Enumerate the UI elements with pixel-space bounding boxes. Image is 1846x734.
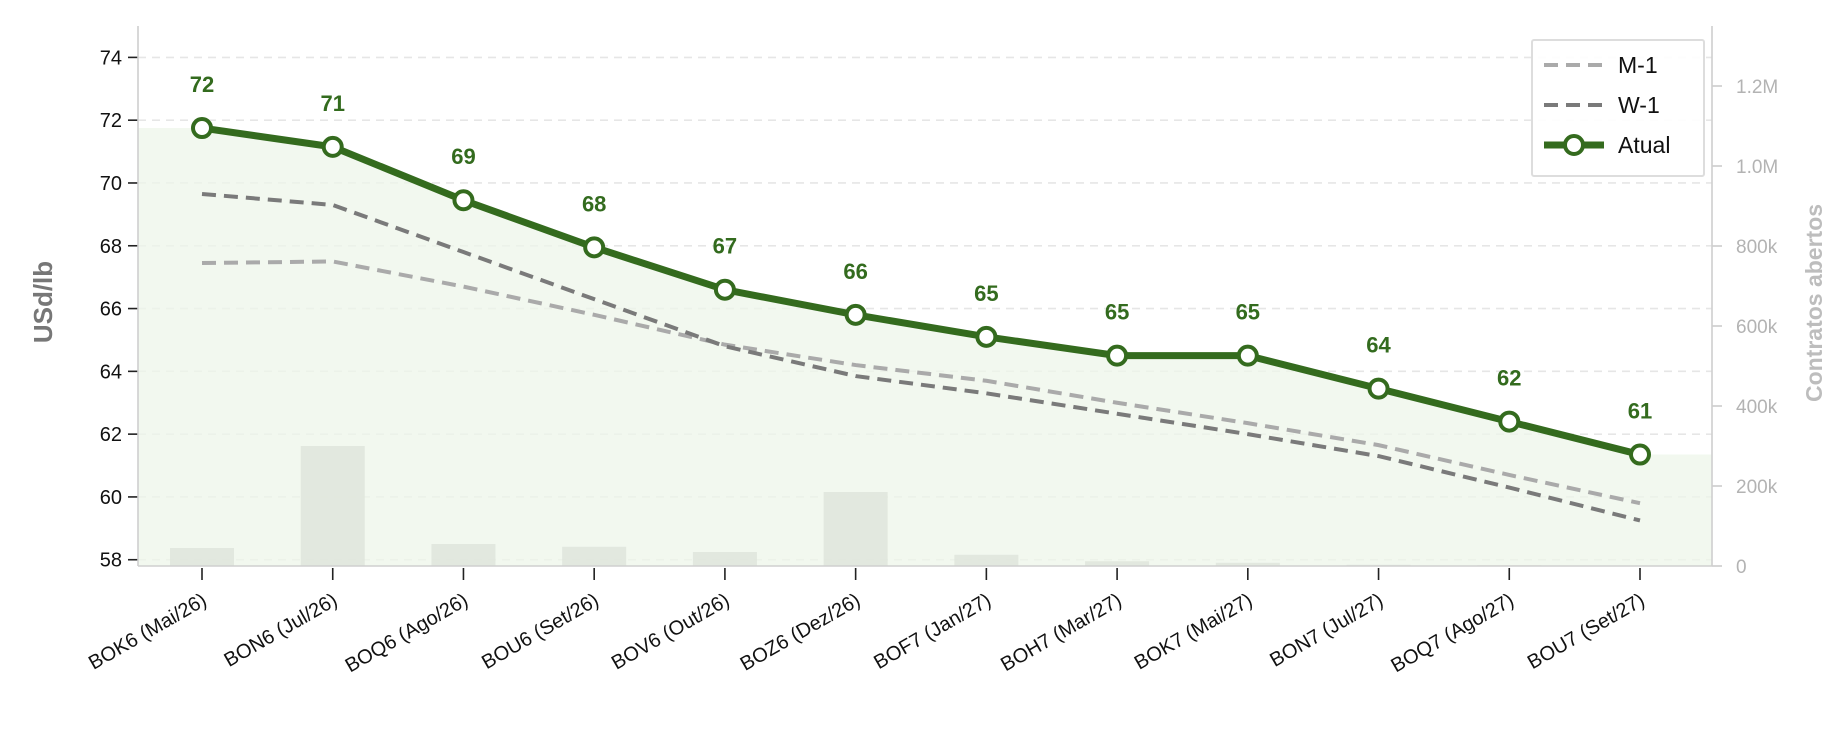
x-tick-label: BOU7 (Set/27) <box>1524 589 1649 674</box>
y-tick-label: 68 <box>100 236 122 258</box>
data-label: 67 <box>713 234 737 259</box>
legend-label-m-1: M-1 <box>1618 52 1658 78</box>
legend-label-w-1: W-1 <box>1618 92 1660 118</box>
axes <box>128 26 1722 580</box>
series-line-m-1 <box>201 259 1641 506</box>
data-label: 65 <box>974 281 998 306</box>
open-interest-bar <box>170 548 234 566</box>
y-axis-title: USd/lb <box>28 261 58 343</box>
y-tick-label: 64 <box>100 361 122 383</box>
series-point-atual <box>1106 344 1129 367</box>
open-interest-bar <box>1085 561 1150 566</box>
y2-tick-label: 400k <box>1736 397 1778 418</box>
x-tick-label: BOQ6 (Ago/26) <box>342 589 472 677</box>
x-tick-label: BOQ7 (Ago/27) <box>1387 589 1517 677</box>
open-interest-bar <box>431 544 496 566</box>
open-interest-bar <box>692 552 757 566</box>
y-tick-label: 60 <box>100 487 122 509</box>
x-tick-label: BOH7 (Mar/27) <box>997 589 1125 676</box>
series-point-atual <box>191 117 213 140</box>
data-label: 68 <box>582 191 606 216</box>
open-interest-bars <box>170 446 1672 566</box>
series-point-atual <box>713 278 736 301</box>
data-label: 65 <box>1236 300 1260 325</box>
y2-tick-label: 0 <box>1736 557 1747 578</box>
open-interest-bar <box>300 446 365 566</box>
data-label: 71 <box>320 91 344 116</box>
series-lines <box>191 117 1651 523</box>
open-interest-bar <box>562 546 627 566</box>
series-point-atual <box>844 303 867 326</box>
series-line-atual <box>201 124 1641 458</box>
y-tick-label: 58 <box>100 550 122 572</box>
legend-label-atual: Atual <box>1618 132 1670 158</box>
open-interest-bar <box>823 492 888 566</box>
legend: M-1 W-1 Atual <box>1531 39 1705 177</box>
area-fill <box>138 128 1712 566</box>
x-tick-label: BOZ6 (Dez/26) <box>737 589 864 675</box>
area-fill-layer <box>138 128 1712 566</box>
y-tick-label: 70 <box>100 173 122 195</box>
data-labels: 72 71 69 68 67 66 65 65 65 64 62 61 <box>190 72 1652 424</box>
data-label: 72 <box>190 72 214 97</box>
data-label: 69 <box>451 144 475 169</box>
series-point-atual <box>1367 377 1390 400</box>
y2-tick-label: 600k <box>1736 317 1778 338</box>
x-tick-label: BOK6 (Mai/26) <box>85 589 211 674</box>
y2-tick-label: 200k <box>1736 477 1778 498</box>
open-interest-bar <box>954 554 1019 566</box>
series-point-atual <box>321 135 344 158</box>
y2-tick-label: 800k <box>1736 237 1778 258</box>
series-line-w-1 <box>201 191 1641 523</box>
y2-tick-label: 1.2M <box>1736 77 1778 98</box>
data-label: 61 <box>1628 399 1652 424</box>
series-point-atual <box>1498 410 1521 433</box>
secondary-y-axis-title: Contratos abertos <box>1801 204 1827 402</box>
x-tick-label: BON7 (Jul/27) <box>1266 589 1387 671</box>
data-label: 64 <box>1366 333 1391 358</box>
x-tick-label: BOU6 (Set/26) <box>478 589 603 674</box>
data-label: 65 <box>1105 300 1129 325</box>
data-label: 66 <box>843 259 867 284</box>
series-point-atual <box>1236 344 1259 367</box>
series-point-atual <box>1629 443 1651 466</box>
y2-tick-label: 1.0M <box>1736 157 1778 178</box>
x-tick-label: BON6 (Jul/26) <box>220 589 341 671</box>
x-tick-label: BOF7 (Jan/27) <box>870 589 995 674</box>
open-interest-bar <box>1215 562 1280 566</box>
x-tick-label: BOK7 (Mai/27) <box>1131 589 1257 674</box>
series-point-atual <box>452 189 475 212</box>
series-point-atual <box>975 325 998 348</box>
series-point-atual <box>583 236 606 259</box>
y-tick-label: 72 <box>100 110 122 132</box>
data-label: 62 <box>1497 366 1521 391</box>
legend-marker-atual <box>1563 134 1585 156</box>
x-tick-label: BOV6 (Out/26) <box>608 589 734 674</box>
y-tick-label: 74 <box>100 47 122 69</box>
y-tick-label: 66 <box>100 299 122 321</box>
y-tick-label: 62 <box>100 424 122 446</box>
